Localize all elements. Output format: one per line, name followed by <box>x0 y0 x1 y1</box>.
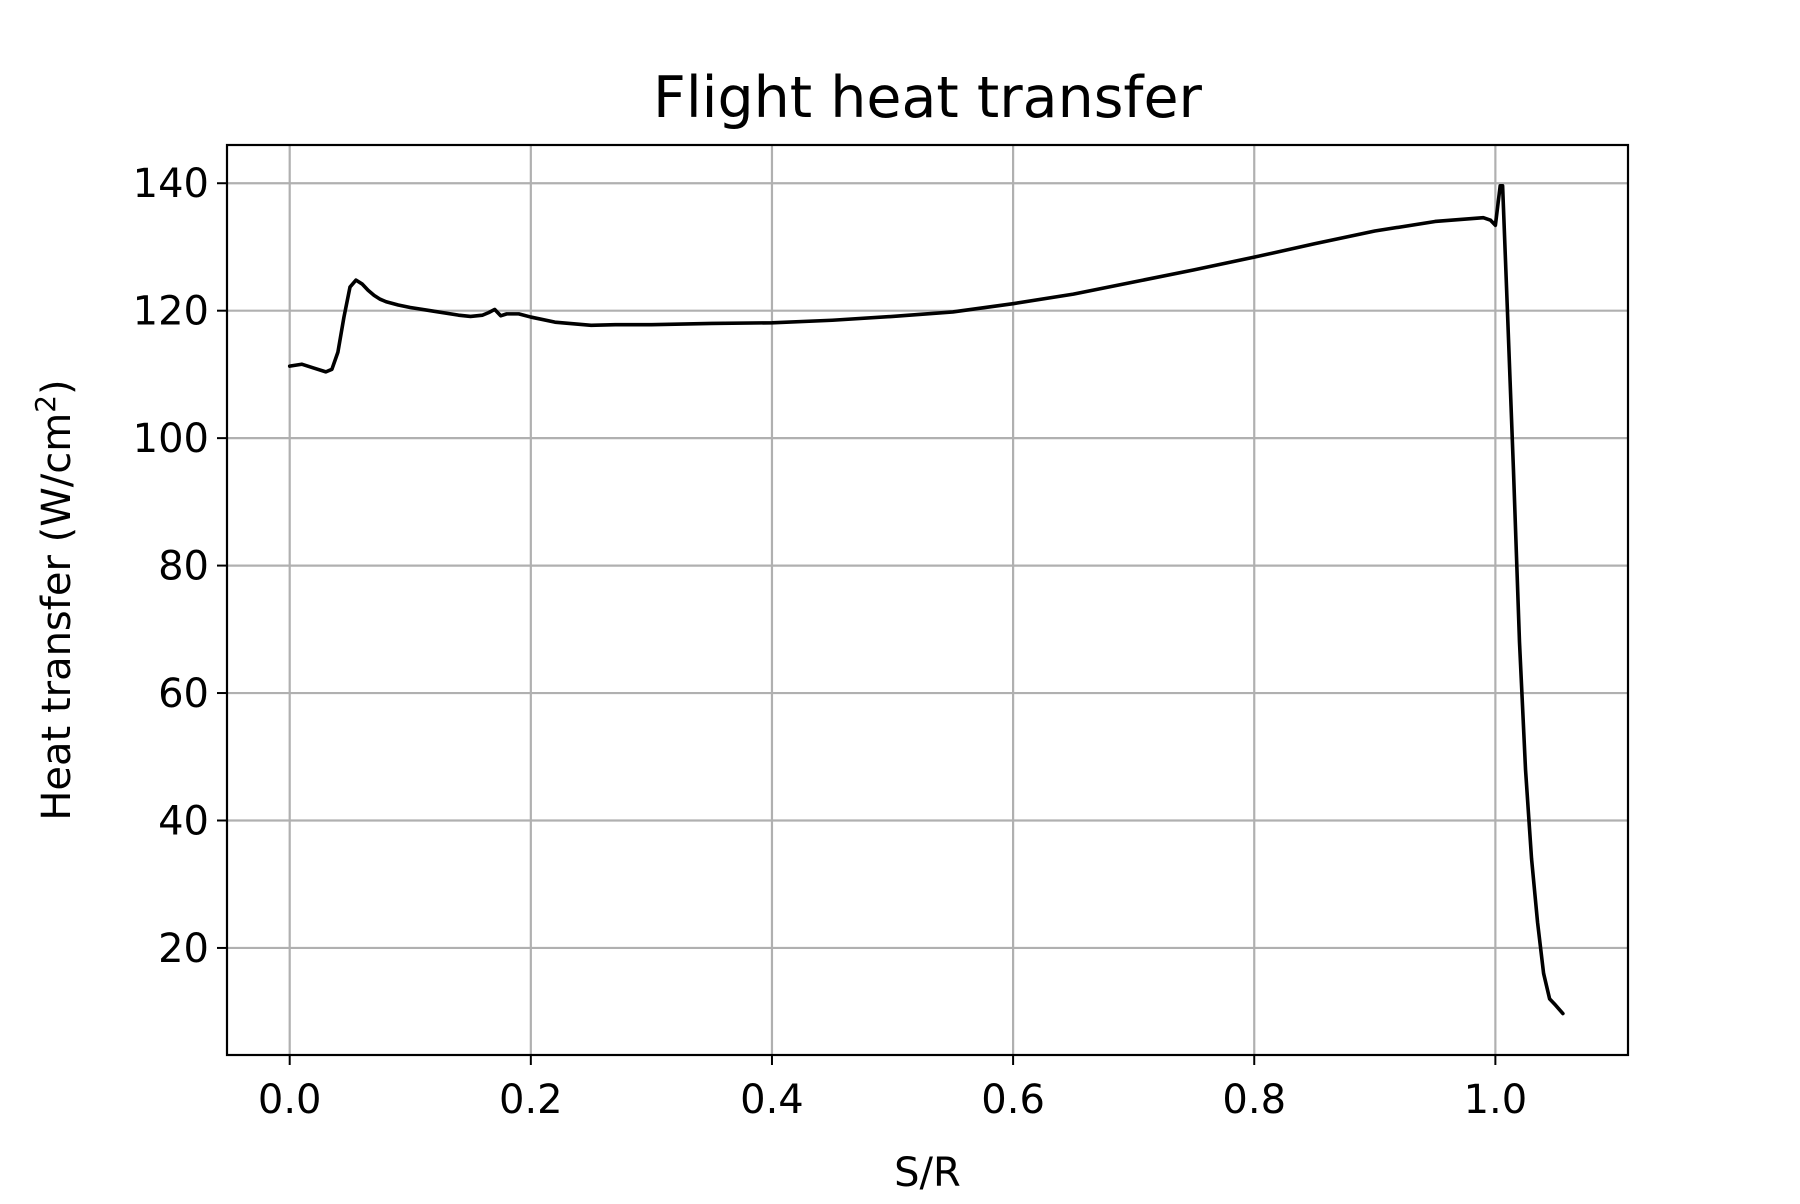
x-tick-label: 0.2 <box>499 1077 563 1123</box>
y-tick-label: 20 <box>158 926 209 972</box>
chart-title: Flight heat transfer <box>653 65 1202 131</box>
x-tick-label: 0.4 <box>740 1077 804 1123</box>
y-tick-label: 40 <box>158 798 209 844</box>
plot-frame <box>225 143 1630 1057</box>
x-tick-label: 0.8 <box>1222 1077 1286 1123</box>
y-tick-label: 100 <box>133 416 209 462</box>
y-tick-label: 60 <box>158 671 209 717</box>
tick-layer: 0.0 0.2 0.4 0.6 0.8 1.0 20 40 60 80 100 120 140 <box>133 161 1528 1123</box>
series-line <box>287 183 1565 1016</box>
x-tick-label: 1.0 <box>1464 1077 1528 1123</box>
x-axis-title: S/R <box>894 1150 961 1196</box>
x-tick-label: 0.0 <box>258 1077 322 1123</box>
y-axis-title-close: ) <box>34 379 80 395</box>
y-axis-title-superscript: 2 <box>29 395 62 413</box>
y-axis-title: Heat transfer (W/cm2) <box>29 379 80 820</box>
series-layer <box>287 183 1565 1016</box>
y-tick-label: 80 <box>158 544 209 590</box>
y-axis-title-main: Heat transfer (W/cm <box>34 413 80 821</box>
x-tick-label: 0.6 <box>981 1077 1045 1123</box>
y-tick-label: 120 <box>133 289 209 335</box>
y-tick-label: 140 <box>133 161 209 207</box>
grid-layer <box>227 145 1628 1055</box>
